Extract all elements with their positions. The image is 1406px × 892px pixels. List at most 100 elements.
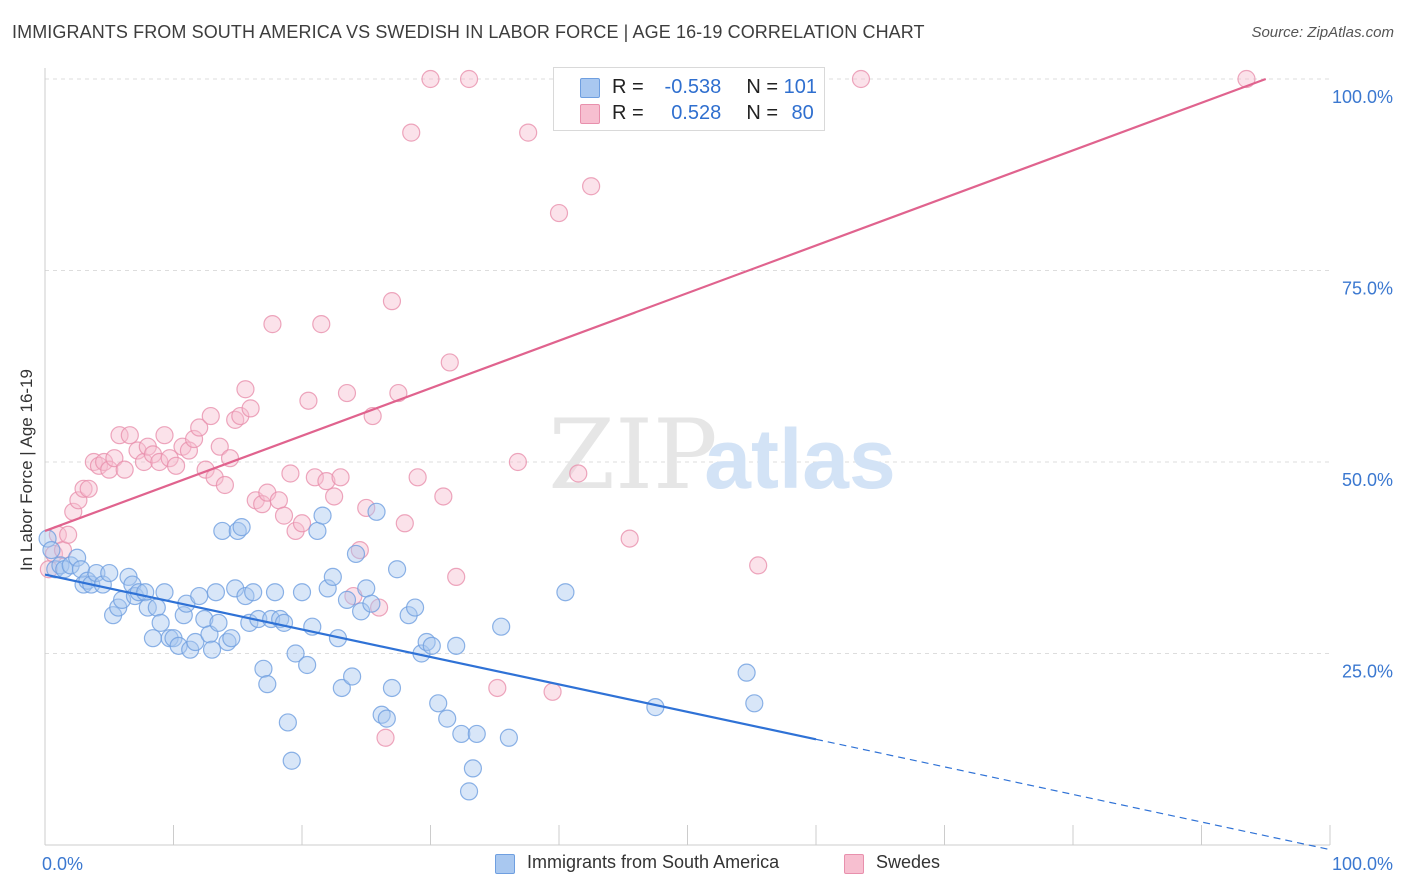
swedes-point (389, 383, 408, 403)
swedes-point (305, 468, 324, 487)
south-america-point (206, 583, 226, 602)
trend-lines (44, 77, 1331, 851)
south-america-point (151, 613, 170, 632)
south-america-trend-line (44, 573, 817, 741)
swedes-point (281, 464, 300, 483)
south-america-point (313, 506, 332, 525)
swedes-point (447, 567, 466, 587)
south-america-point (346, 544, 366, 564)
r-value: 0.528 (671, 102, 722, 124)
swedes-point (292, 514, 312, 533)
r-value: -0.538 (664, 76, 722, 98)
south-america-point (186, 632, 205, 652)
south-america-point (308, 521, 327, 541)
swedes-point (155, 426, 174, 445)
swedes-points (39, 69, 1256, 747)
swedes-point (851, 69, 871, 89)
chart-title: IMMIGRANTS FROM SOUTH AMERICA VS SWEDISH… (12, 22, 925, 42)
x-tick-label: 0.0% (42, 854, 83, 874)
swedes-point (110, 426, 129, 445)
swedes-point (317, 472, 336, 491)
south-america-point (202, 640, 222, 659)
swedes-point (376, 728, 395, 747)
r-label: R = (612, 102, 644, 124)
south-america-point (745, 694, 764, 713)
swedes-point (382, 292, 402, 311)
swedes-point (331, 468, 350, 487)
south-america-point (244, 583, 263, 602)
south-america-point (278, 713, 297, 732)
south-america-point (556, 583, 575, 602)
south-america-point (286, 644, 305, 663)
y-tick-label: 100.0% (1332, 87, 1393, 107)
axes (44, 68, 1331, 846)
swedes-point (1237, 69, 1256, 89)
blue-swatch (495, 854, 515, 874)
south-america-point (459, 782, 479, 801)
south-america-point (367, 502, 386, 521)
y-axis-label: In Labor Force | Age 16-19 (17, 369, 36, 571)
south-america-point (100, 563, 119, 583)
south-america-point (226, 579, 245, 598)
swedes-point (549, 203, 569, 223)
swedes-point (210, 437, 229, 456)
south-america-point (382, 678, 402, 698)
tick-labels: 25.0% 50.0% 75.0% 100.0% 0.0% 100.0% (42, 87, 1393, 874)
grid (45, 78, 1330, 654)
south-america-point (357, 579, 376, 598)
n-label: N = (746, 76, 779, 98)
watermark-atlas: atlas (704, 412, 895, 506)
swedes-point (269, 491, 288, 510)
watermark: ZIP atlas (548, 399, 895, 511)
south-america-point (258, 675, 277, 694)
swedes-point (115, 460, 134, 479)
south-america-point (377, 709, 396, 728)
south-america-point (174, 606, 193, 625)
south-america-point (190, 586, 209, 606)
n-label: N = (746, 102, 779, 124)
south-america-point (492, 617, 511, 636)
south-america-point (337, 590, 357, 609)
legend-label: Immigrants from South America (527, 852, 780, 872)
south-america-point (438, 709, 457, 728)
legend-label: Swedes (876, 852, 941, 872)
south-america-point (232, 518, 251, 537)
y-tick-label: 75.0% (1342, 279, 1393, 299)
swedes-point (312, 315, 331, 334)
south-america-point (499, 728, 518, 747)
south-america-point (213, 521, 232, 541)
south-america-point (68, 548, 87, 567)
correlation-legend: R = -0.538 N = 101 R = 0.528 N = 80 (553, 67, 825, 131)
x-tick-label: 100.0% (1332, 854, 1393, 874)
swedes-point (190, 418, 209, 437)
swedes-point (434, 487, 453, 506)
south-america-point (209, 613, 228, 632)
swedes-point (100, 460, 119, 479)
swedes-point (543, 682, 562, 701)
swedes-point (357, 498, 376, 518)
swedes-point (408, 468, 427, 487)
swedes-point (395, 514, 414, 533)
south-america-point (405, 598, 425, 617)
swedes-point (749, 556, 768, 575)
south-america-point (222, 629, 241, 648)
swedes-point (274, 506, 294, 525)
swedes-point (299, 391, 318, 410)
swedes-point (263, 315, 282, 334)
south-america-point (254, 659, 273, 678)
swedes-point (179, 441, 199, 460)
swedes-point (241, 399, 260, 418)
south-america-point (452, 724, 471, 744)
swedes-point (519, 123, 538, 142)
south-america-points (38, 502, 764, 801)
swedes-point (569, 464, 588, 483)
swedes-point (421, 69, 440, 89)
source-label: Source: ZipAtlas.com (1251, 24, 1394, 41)
south-america-point (343, 667, 362, 686)
swedes-point (582, 177, 601, 196)
swedes-point (79, 479, 98, 498)
south-america-point (429, 694, 448, 713)
south-america-point (467, 724, 486, 744)
south-america-point (292, 583, 312, 602)
